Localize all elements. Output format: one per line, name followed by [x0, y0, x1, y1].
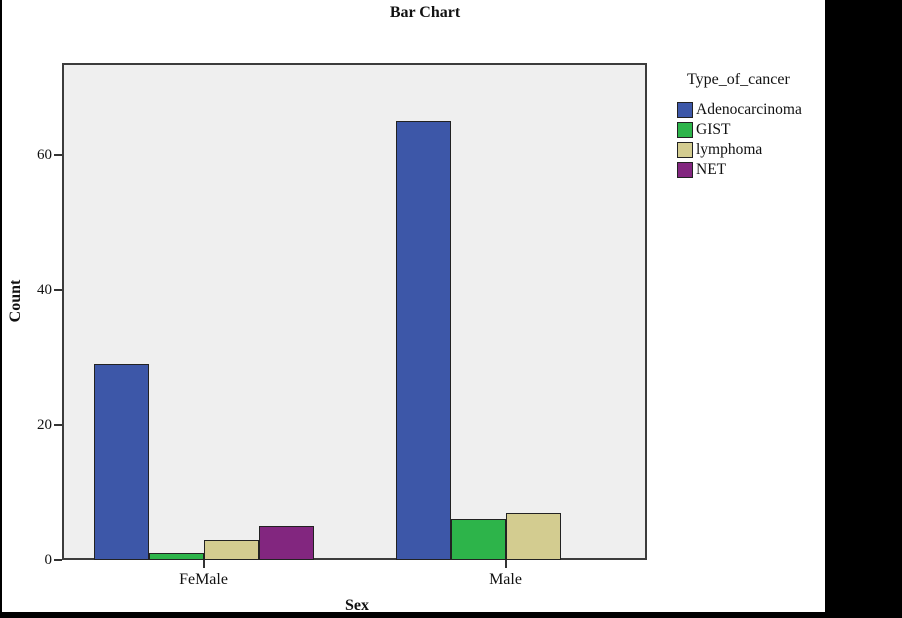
- legend-title: Type_of_cancer: [687, 71, 790, 88]
- x-tick-mark: [202, 560, 205, 568]
- legend-item-GIST: GIST: [677, 120, 802, 140]
- legend-item-lymphoma: lymphoma: [677, 140, 802, 160]
- y-tick-mark: [54, 153, 62, 156]
- black-border-right: [825, 0, 902, 618]
- bar-GIST-Male: [450, 519, 506, 560]
- legend-swatch-lymphoma: [677, 142, 693, 158]
- bar-lymphoma-Male: [505, 512, 561, 560]
- y-tick-mark: [54, 559, 62, 561]
- y-tick-label: 20: [37, 416, 52, 433]
- legend-swatch-Adenocarcinoma: [677, 102, 693, 118]
- legend-label: NET: [696, 161, 727, 178]
- legend-swatch-GIST: [677, 122, 693, 138]
- legend-label: GIST: [696, 121, 731, 138]
- bar-GIST-FeMale: [148, 553, 204, 560]
- plot-area: [62, 63, 647, 560]
- bar-lymphoma-FeMale: [203, 539, 259, 560]
- x-tick-label: FeMale: [179, 571, 228, 588]
- y-tick-label: 40: [37, 281, 52, 298]
- legend-label: Adenocarcinoma: [696, 101, 802, 118]
- bar-Adenocarcinoma-FeMale: [93, 364, 149, 560]
- legend-item-Adenocarcinoma: Adenocarcinoma: [677, 100, 802, 120]
- legend-item-NET: NET: [677, 160, 802, 180]
- y-tick-mark: [54, 288, 62, 291]
- x-tick-label: Male: [489, 571, 522, 588]
- legend: Type_of_cancer Adenocarcinoma GIST lymphom…: [677, 71, 802, 180]
- legend-items: Adenocarcinoma GIST lymphoma NET: [677, 100, 802, 180]
- black-border-left: [0, 0, 2, 618]
- y-tick-label: 60: [37, 146, 52, 163]
- y-tick-mark: [54, 423, 62, 426]
- y-tick-label: 0: [44, 552, 53, 568]
- bar-Adenocarcinoma-Male: [395, 121, 451, 560]
- bar-NET-FeMale: [258, 526, 314, 560]
- x-tick-mark: [504, 560, 507, 568]
- black-border-bottom: [0, 612, 902, 618]
- chart-title: Bar Chart: [389, 4, 461, 21]
- legend-label: lymphoma: [696, 141, 763, 158]
- legend-swatch-NET: [677, 162, 693, 178]
- x-axis-title: Sex: [345, 597, 369, 614]
